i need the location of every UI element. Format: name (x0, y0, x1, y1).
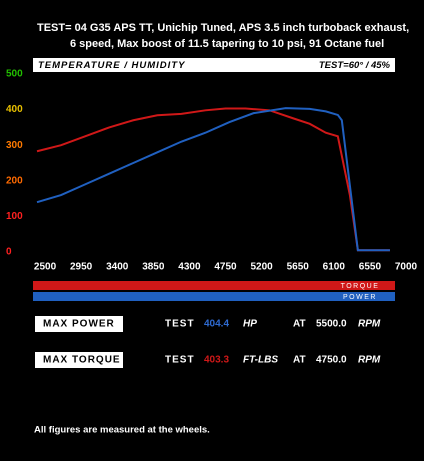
x-tick-label: 2500 (34, 262, 57, 273)
summary-rpm: 4750.0 (316, 355, 347, 366)
x-tick-label: 3850 (142, 262, 165, 273)
x-tick-label: 3400 (106, 262, 129, 273)
x-tick-label: 5650 (287, 262, 310, 273)
y-tick-label: 100 (6, 211, 23, 222)
y-tick-label: 200 (6, 175, 23, 186)
series-line (36, 107, 390, 252)
y-tick-label: 0 (6, 247, 12, 258)
x-tick-label: 4750 (214, 262, 237, 273)
summary-rpm-unit: RPM (358, 319, 381, 330)
legend-swatch (33, 281, 395, 290)
x-tick-label: 7000 (395, 262, 418, 273)
legend-label: POWER (343, 294, 377, 301)
summary-label-box (35, 352, 123, 368)
summary-test: TEST (165, 355, 195, 366)
series-line (36, 107, 390, 252)
x-tick-label: 6100 (323, 262, 346, 273)
title-bar (33, 58, 395, 72)
summary-at: AT (293, 355, 306, 366)
y-tick-label: 500 (6, 69, 23, 80)
summary-value: 403.3 (204, 355, 229, 366)
chart-subtitle: TEST=60° / 45% (319, 60, 391, 71)
x-tick-label: 2950 (70, 262, 93, 273)
header-line: 6 speed, Max boost of 11.5 tapering to 1… (70, 38, 384, 50)
summary-value: 404.4 (204, 319, 229, 330)
summary-label-box (35, 316, 123, 332)
summary-unit: HP (243, 319, 257, 330)
x-tick-label: 6550 (359, 262, 382, 273)
legend-swatch (33, 292, 395, 301)
summary-test: TEST (165, 319, 195, 330)
header-line: TEST= 04 G35 APS TT, Unichip Tuned, APS … (37, 22, 409, 34)
summary-rpm-unit: RPM (358, 355, 381, 366)
summary-rpm: 5500.0 (316, 319, 347, 330)
y-tick-label: 400 (6, 104, 23, 115)
summary-unit: FT-LBS (243, 355, 278, 366)
x-tick-label: 5200 (250, 262, 273, 273)
y-tick-label: 300 (6, 140, 23, 151)
x-tick-label: 4300 (178, 262, 201, 273)
footer-note: All figures are measured at the wheels. (34, 425, 210, 436)
summary-label: MAX TORQUE (43, 355, 121, 366)
summary-label: MAX POWER (43, 319, 115, 330)
legend-label: TORQUE (341, 283, 380, 290)
summary-at: AT (293, 319, 306, 330)
chart-title: TEMPERATURE / HUMIDITY (38, 60, 186, 71)
